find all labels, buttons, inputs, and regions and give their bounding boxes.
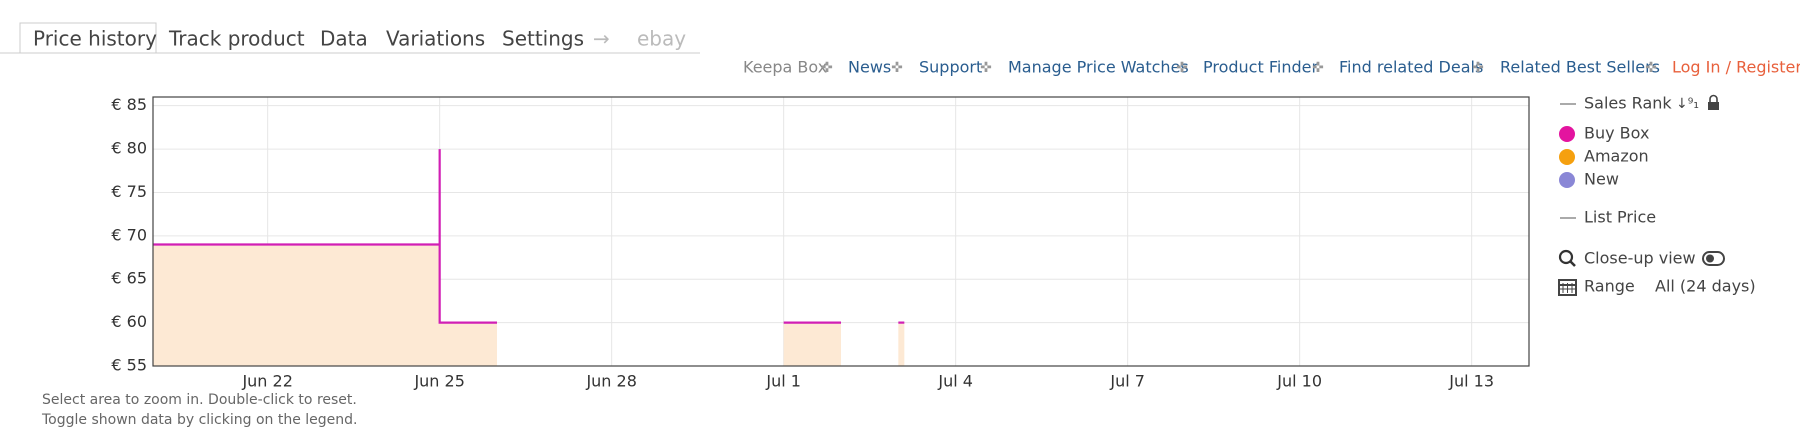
y-tick-label: € 70 — [111, 225, 147, 244]
sort-icon[interactable]: ↓⁹₁ — [1676, 96, 1699, 112]
link[interactable]: Manage Price Watches — [1008, 58, 1189, 77]
x-tick-label: Jul 7 — [1109, 372, 1145, 391]
legend-entry[interactable]: Range — [1584, 277, 1635, 296]
y-tick-label: € 65 — [111, 269, 147, 288]
y-tick-label: € 75 — [111, 182, 147, 201]
legend-entry[interactable]: List Price — [1584, 208, 1656, 227]
link[interactable]: Product Finder — [1203, 58, 1318, 77]
plot-frame — [152, 96, 1530, 367]
y-tick-label: € 55 — [111, 356, 147, 375]
svg-text:✜: ✜ — [891, 60, 903, 76]
link[interactable]: Keepa Box — [743, 58, 827, 77]
link[interactable]: Log In / Register — [1672, 58, 1800, 77]
x-tick-label: Jul 4 — [937, 372, 973, 391]
x-tick-label: Jun 28 — [585, 372, 636, 391]
legend-marker — [1559, 172, 1575, 188]
legend-marker — [1559, 126, 1575, 142]
svg-text:✜: ✜ — [1472, 60, 1484, 76]
svg-text:✜: ✜ — [1312, 60, 1324, 76]
tab[interactable]: Data — [320, 27, 368, 51]
calendar-icon — [1558, 279, 1577, 296]
toggle-icon[interactable] — [1702, 251, 1725, 266]
svg-text:✜: ✜ — [980, 60, 992, 76]
svg-text:✜: ✜ — [1176, 60, 1188, 76]
series-area — [153, 149, 497, 366]
plot: € 55 € 60 € 65 € 70 € 75 € 80 € 85 Jun 22 Jun 25… — [111, 95, 1530, 391]
legend-entry[interactable]: Amazon — [1584, 147, 1649, 166]
y-tick-label: € 60 — [111, 312, 147, 331]
svg-text:✜: ✜ — [821, 60, 833, 76]
link[interactable]: Support — [919, 58, 982, 77]
legend-marker — [1559, 149, 1575, 165]
separators: ✜ ✜ ✜ ✜ ✜ ✜ ✜ — [821, 60, 1657, 76]
x-tick-label: Jun 25 — [413, 372, 464, 391]
tab[interactable]: Price history — [33, 27, 157, 51]
lock-icon — [1708, 94, 1719, 110]
svg-text:✜: ✜ — [1645, 60, 1657, 76]
series-area — [783, 322, 841, 366]
note: Toggle shown data by clicking on the leg… — [41, 412, 358, 428]
tab[interactable]: Track product — [168, 27, 305, 51]
active-tab[interactable] — [19, 22, 157, 54]
series-area — [898, 322, 905, 366]
legend-entry[interactable]: Sales Rank — [1584, 94, 1672, 113]
arrow: → — [593, 27, 610, 51]
series-line — [153, 149, 497, 324]
tab[interactable]: Settings — [502, 27, 584, 51]
x-tick-label: Jul 13 — [1448, 372, 1494, 391]
x-tick-label: Jun 22 — [241, 372, 292, 391]
x-tick-label: Jul 10 — [1276, 372, 1322, 391]
link[interactable]: Find related Deals — [1339, 58, 1483, 77]
link[interactable]: Related Best Sellers — [1500, 58, 1660, 77]
range-value[interactable]: All (24 days) — [1655, 277, 1756, 296]
link[interactable]: News — [848, 58, 891, 77]
ebay-tab[interactable]: ebay — [637, 27, 686, 51]
legend-entry[interactable]: Buy Box — [1584, 124, 1649, 143]
tab[interactable]: Variations — [386, 27, 485, 51]
x-tick-label: Jul 1 — [765, 372, 801, 391]
note: Select area to zoom in. Double-click to … — [42, 392, 357, 408]
y-tick-label: € 80 — [111, 139, 147, 158]
y-tick-label: € 85 — [111, 95, 147, 114]
legend-entry[interactable]: New — [1584, 170, 1619, 189]
legend-entry[interactable]: Close-up view — [1584, 249, 1696, 268]
search-icon — [1558, 249, 1576, 267]
